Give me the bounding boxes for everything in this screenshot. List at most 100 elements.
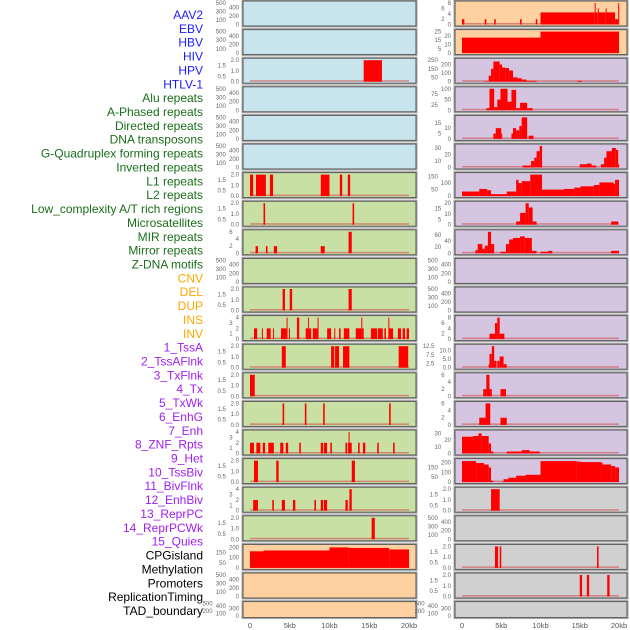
coverage-bar [327,328,332,340]
coverage-bar [521,79,527,82]
track-panel: 0.0 0.5 1.0 1.5 2.0 [217,285,418,315]
panel-background [242,257,417,284]
coverage-bar [497,99,501,111]
coverage-bar [272,499,274,511]
y-tick-label: 100 [216,18,227,24]
baseline [250,423,409,425]
coverage-bar [384,328,386,340]
coverage-bar [308,328,312,340]
coverage-bar [500,88,508,111]
panel-outer-frame [241,199,418,228]
coverage-bar [282,289,285,311]
y-tick-label: 20 [444,438,451,444]
x-tick-label: 15kb [361,621,377,630]
y-tick-label: 1.5 [217,464,226,470]
coverage-bar [299,442,301,454]
y-tick-label: 150 [216,551,227,557]
coverage-bar [320,174,330,197]
coverage-bar [494,322,498,340]
track-label: A-Phased repeats [107,105,203,119]
coverage-bar [513,128,517,139]
coverage-bar [347,442,349,454]
y-tick-label: 1.5 [217,292,226,298]
track-label: TAD_boundary [123,604,203,618]
coverage-bar [348,289,352,311]
coverage-bar [349,442,352,454]
track-label: HPV [178,63,203,77]
coverage-bar [494,360,497,368]
coverage-bar [487,190,492,197]
coverage-bar [509,70,514,82]
y-tick-label: 100 [216,161,227,167]
coverage-bar [521,450,530,454]
coverage-bar [499,546,502,568]
y-tick-label: 60 [435,233,442,239]
x-tick-label: 5kb [495,621,507,630]
track-label: Mirror repeats [128,244,203,258]
coverage-bar [485,403,491,425]
y-tick-label: 200 [441,271,452,277]
coverage-bar [269,174,274,197]
y-tick-label: 40 [444,239,451,245]
y-tick-label: 0.5 [217,475,226,481]
y-tick-label: 0.5 [217,74,226,80]
y-tick-label: 0.5 [217,303,226,309]
y-tick-label: 100 [216,612,227,618]
y-tick-label: 400 [229,577,240,583]
track-panel: 0.0 0.5 1.0 1.5 2.0 [217,342,418,372]
coverage-bar [506,451,522,454]
y-tick-label: 10 [435,159,442,165]
y-tick-label: 50 [431,188,438,194]
panel-outer-frame [241,113,418,142]
coverage-bar [347,174,351,197]
track-label: DNA transposons [110,133,203,147]
panel-outer-frame [453,485,629,514]
coverage-bar [489,88,495,111]
coverage-bar [296,317,300,340]
y-tick-label: 100 [216,276,227,282]
coverage-bar [331,346,335,368]
panel-background [242,0,417,27]
y-tick-label: 100 [216,590,227,596]
y-tick-label: 300 [216,95,227,101]
y-tick-label: 2 [441,332,445,338]
coverage-bar [528,135,534,139]
y-tick-label: 0 [236,23,240,29]
baseline [250,309,409,311]
coverage-bar [339,328,341,340]
panel-background [242,229,417,256]
y-tick-label: 2 [229,244,233,250]
y-tick-label: 20 [444,34,451,40]
panel-outer-frame [241,571,418,600]
y-tick-label: 30 [435,146,442,152]
y-tick-label: 400 [441,291,452,297]
panel-background [242,143,417,170]
y-tick-label: 0.0 [443,566,452,572]
track-label: 11_BivFlnk [145,479,204,493]
y-tick-label: 1 [229,332,233,338]
coverage-bar [489,389,492,397]
panel-outer-frame [453,314,629,343]
coverage-bar [406,328,409,340]
panel-outer-frame [453,285,629,314]
panel-background [454,200,628,227]
coverage-bar [586,575,590,597]
coverage-bar [494,19,496,25]
panel-background [242,200,417,227]
coverage-bar [595,12,598,25]
y-tick-label: 0.5 [217,418,226,424]
track-label: 9_Het [171,452,204,466]
y-tick-label: 200 [229,43,240,49]
track-label: L1 repeats [146,174,203,188]
track-label: HIV [183,50,203,64]
coverage-bar [320,246,325,254]
y-tick-label: 100 [441,87,452,93]
